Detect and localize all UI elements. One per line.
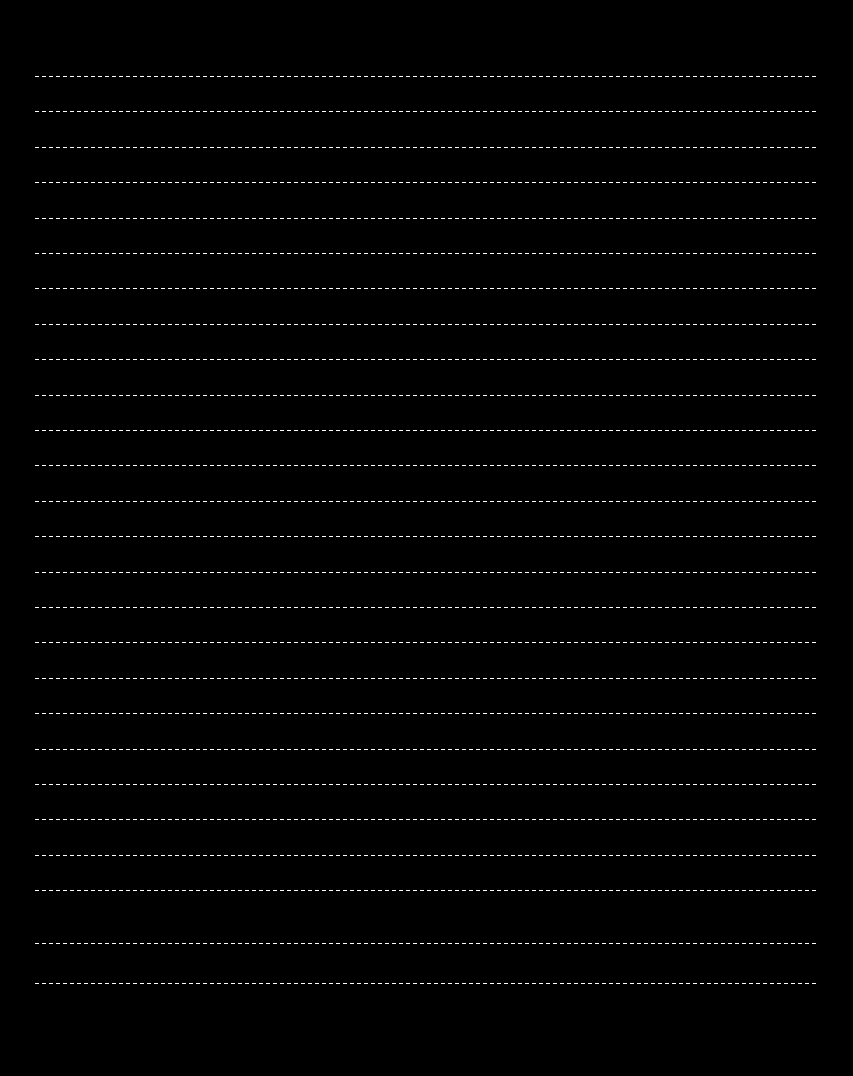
ruled-line (35, 182, 818, 183)
ruled-line (35, 943, 818, 944)
ruled-line (35, 288, 818, 289)
ruled-line (35, 607, 818, 608)
ruled-line (35, 713, 818, 714)
ruled-line (35, 253, 818, 254)
ruled-line (35, 76, 818, 77)
ruled-line (35, 536, 818, 537)
ruled-line (35, 890, 818, 891)
ruled-line (35, 749, 818, 750)
ruled-line (35, 465, 818, 466)
ruled-line (35, 430, 818, 431)
ruled-line (35, 819, 818, 820)
ruled-line (35, 359, 818, 360)
ruled-line (35, 784, 818, 785)
ruled-line (35, 855, 818, 856)
ruled-line (35, 111, 818, 112)
ruled-line (35, 395, 818, 396)
ruled-line (35, 642, 818, 643)
ruled-line (35, 147, 818, 148)
ruled-line (35, 678, 818, 679)
ruled-line (35, 218, 818, 219)
ruled-page (0, 0, 853, 1076)
ruled-line (35, 324, 818, 325)
ruled-line (35, 572, 818, 573)
ruled-line (35, 501, 818, 502)
ruled-line (35, 983, 818, 984)
